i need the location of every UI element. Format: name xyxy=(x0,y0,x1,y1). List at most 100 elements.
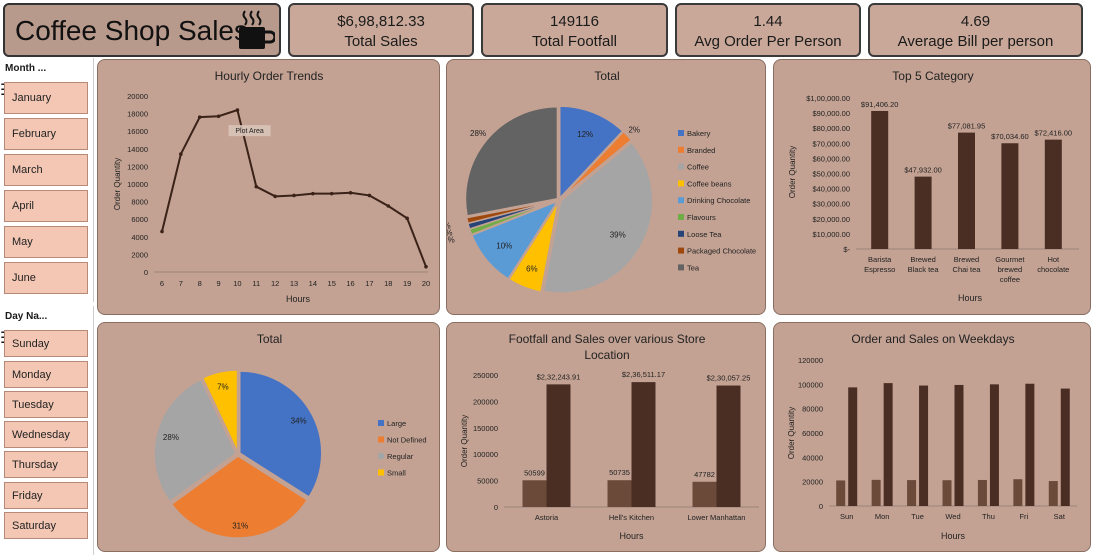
kpi-value: 1.44 xyxy=(753,13,783,30)
y-tick-label: 12000 xyxy=(127,162,148,171)
y-tick-label: $- xyxy=(843,245,850,254)
bar xyxy=(907,480,917,506)
data-point xyxy=(216,114,221,119)
bar xyxy=(871,110,889,249)
y-tick-label: 16000 xyxy=(127,127,148,136)
slicer-item-tuesday[interactable]: Tuesday xyxy=(4,391,88,418)
bar xyxy=(1060,388,1070,506)
y-tick-label: 8000 xyxy=(131,198,148,207)
bar xyxy=(716,385,741,507)
x-tick-label: 13 xyxy=(290,279,298,288)
legend-entry: Bakery xyxy=(687,129,711,138)
y-tick-label: 120000 xyxy=(798,356,823,365)
bar xyxy=(631,382,656,507)
slice-label: 28% xyxy=(163,433,179,442)
slicer-item-may[interactable]: May xyxy=(4,226,88,258)
slicer-item-march[interactable]: March xyxy=(4,154,88,186)
pie-slice xyxy=(170,455,309,539)
legend-entry: Flavours xyxy=(687,213,716,222)
size-pie-panel: Total 34% 31% 28% 7% Large Not Defined Regular S… xyxy=(97,322,440,552)
y-tick-label: $50,000.00 xyxy=(812,170,850,179)
y-tick-label: 0 xyxy=(144,268,148,277)
kpi-label: Total Sales xyxy=(344,33,418,50)
x-tick-label: Barista xyxy=(868,255,892,264)
slice-label: 1% xyxy=(447,236,455,245)
slice-label: 28% xyxy=(470,129,486,138)
pie-slice xyxy=(153,378,238,503)
y-tick-label: $10,000.00 xyxy=(812,230,850,239)
slice-label: 34% xyxy=(291,417,307,426)
hourly-order-trends-chart: Hourly Order Trends Hours Order Quantity 0 2… xyxy=(113,69,430,304)
x-tick-label: 18 xyxy=(384,279,392,288)
legend-swatch xyxy=(378,469,384,476)
x-tick-label: Mon xyxy=(875,512,890,521)
x-tick-label: Gourmet xyxy=(995,255,1025,264)
data-point xyxy=(329,191,334,196)
slice-label: 2% xyxy=(628,125,640,134)
y-axis-label: Order Quantity xyxy=(788,146,797,198)
series-line xyxy=(161,108,427,268)
data-label: $2,30,057.25 xyxy=(707,374,751,383)
y-tick-label: 14000 xyxy=(127,145,148,154)
x-tick-label: coffee xyxy=(1000,275,1020,284)
bar xyxy=(989,384,999,506)
y-axis-label: Order Quantity xyxy=(113,158,122,210)
y-tick-label: $70,000.00 xyxy=(812,139,850,148)
y-tick-label: 40000 xyxy=(802,453,823,462)
slicer-item-january[interactable]: January xyxy=(4,82,88,114)
kpi-avg-bill: 4.69 Average Bill per person xyxy=(868,3,1083,57)
x-tick-label: 14 xyxy=(309,279,317,288)
kpi-total-sales: $6,98,812.33 Total Sales xyxy=(288,3,474,57)
kpi-label: Average Bill per person xyxy=(897,33,1054,50)
bar xyxy=(958,132,975,249)
legend-entry: Small xyxy=(387,469,406,478)
x-tick-label: 6 xyxy=(160,279,164,288)
chart-title: Total xyxy=(257,332,282,346)
y-tick-label: 50000 xyxy=(477,477,498,486)
slicer-item-sunday[interactable]: Sunday xyxy=(4,330,88,357)
x-tick-label: Tue xyxy=(911,512,924,521)
x-tick-label: Chai tea xyxy=(953,265,982,274)
data-point xyxy=(254,184,259,189)
bar xyxy=(883,383,893,506)
x-tick-label: 17 xyxy=(365,279,373,288)
y-tick-label: 4000 xyxy=(131,233,148,242)
pie-slice xyxy=(201,369,239,453)
page-title: Coffee Shop Sales xyxy=(15,15,248,46)
slicer-item-june[interactable]: June xyxy=(4,262,88,294)
hourly-order-trends-panel: Hourly Order Trends Hours Order Quantity 0 2… xyxy=(97,59,440,315)
bar xyxy=(607,480,632,507)
store-location-chart: Footfall and Sales over various Store Loc… xyxy=(460,332,759,541)
month-slicer: Month ... ☰ ⊽ January February March Apr… xyxy=(0,58,94,302)
x-tick-label: Brewed xyxy=(910,255,935,264)
slicer-item-wednesday[interactable]: Wednesday xyxy=(4,421,88,448)
y-tick-label: 150000 xyxy=(473,424,498,433)
slicer-item-april[interactable]: April xyxy=(4,190,88,222)
legend-entry: Large xyxy=(387,419,406,428)
legend-entry: Regular xyxy=(387,452,414,461)
bar xyxy=(871,479,881,506)
y-tick-label: 60000 xyxy=(802,429,823,438)
bar xyxy=(848,387,858,506)
slicer-item-february[interactable]: February xyxy=(4,118,88,150)
slicer-item-saturday[interactable]: Saturday xyxy=(4,512,88,539)
legend-swatch xyxy=(678,247,684,254)
y-tick-label: 18000 xyxy=(127,110,148,119)
x-tick-label: Wed xyxy=(945,512,960,521)
y-tick-label: 100000 xyxy=(473,450,498,459)
slicer-item-monday[interactable]: Monday xyxy=(4,361,88,388)
data-label: $70,034.60 xyxy=(991,132,1029,141)
y-axis-label: Order Quantity xyxy=(787,407,796,459)
x-axis-label: Hours xyxy=(619,531,644,541)
legend-swatch xyxy=(678,264,684,271)
y-tick-label: 20000 xyxy=(802,478,823,487)
slicer-item-thursday[interactable]: Thursday xyxy=(4,451,88,478)
legend-entry: Not Defined xyxy=(387,436,427,445)
y-tick-label: 100000 xyxy=(798,380,823,389)
bar xyxy=(692,481,717,507)
x-tick-label: Astoria xyxy=(535,513,559,522)
y-tick-label: 250000 xyxy=(473,371,498,380)
day-slicer: Day Na... ☰ ⊽ Sunday Monday Tuesday Wedn… xyxy=(0,306,94,555)
y-tick-label: $1,00,000.00 xyxy=(806,94,850,103)
slicer-item-friday[interactable]: Friday xyxy=(4,482,88,509)
